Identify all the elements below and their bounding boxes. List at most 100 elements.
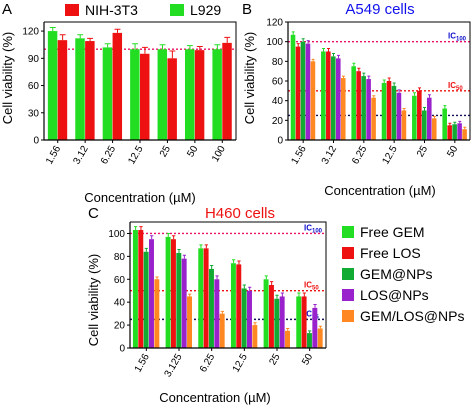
errorbar-0-0-1 bbox=[77, 34, 84, 39]
errorbar-2-3-2 bbox=[215, 275, 219, 280]
bar-2-1-5 bbox=[301, 296, 307, 348]
bar-2-2-0 bbox=[143, 251, 149, 348]
legend-swatch-nih3t3 bbox=[65, 4, 79, 16]
errorbar-2-3-3 bbox=[248, 286, 252, 291]
bar-2-4-2 bbox=[219, 313, 225, 348]
bar-2-2-5 bbox=[306, 333, 312, 348]
y-tick-label-2-0: 0 bbox=[119, 344, 125, 355]
bar-1-3-3 bbox=[396, 92, 402, 140]
bar-1-4-4 bbox=[431, 118, 437, 140]
bar-2-4-0 bbox=[154, 279, 160, 348]
errorbar-1-2-2 bbox=[362, 72, 366, 77]
legend-label-3: LOS@NPs bbox=[360, 287, 429, 303]
bar-2-1-0 bbox=[138, 230, 144, 348]
errorbar-2-2-5 bbox=[308, 330, 312, 334]
errorbar-1-2-3 bbox=[392, 82, 396, 86]
bar-1-3-1 bbox=[335, 58, 341, 141]
bar-2-0-0 bbox=[132, 230, 138, 348]
bar-1-2-3 bbox=[391, 85, 397, 140]
bar-1-0-3 bbox=[381, 82, 387, 140]
y-tick-label-1-1: 20 bbox=[272, 116, 284, 127]
bar-1-2-5 bbox=[452, 124, 457, 140]
panel-a: A Cell viability (%) Concentration (µM) … bbox=[0, 1, 237, 205]
y-tick-label-0-1: 30 bbox=[28, 108, 40, 119]
errorbar-2-1-2 bbox=[204, 244, 208, 249]
errorbar-2-2-2 bbox=[210, 265, 214, 269]
bar-2-3-1 bbox=[181, 258, 187, 348]
y-tick-label-0-3: 90 bbox=[28, 54, 40, 65]
errorbar-2-0-3 bbox=[232, 259, 236, 264]
errorbar-1-1-3 bbox=[387, 77, 391, 81]
bar-0-1-1 bbox=[85, 41, 95, 140]
errorbar-0-1-0 bbox=[59, 34, 66, 41]
legend-label-2: GEM@NPs bbox=[360, 266, 433, 282]
panel-c-title: H460 cells bbox=[205, 205, 275, 222]
x-tick-label-0-4: 25 bbox=[158, 144, 173, 160]
legend-label-1: Free LOS bbox=[360, 245, 421, 261]
errorbar-2-3-0 bbox=[150, 235, 154, 240]
x-tick-label-0-3: 12.5 bbox=[126, 144, 145, 167]
bar-2-2-3 bbox=[241, 288, 247, 348]
legend-label-l929: L929 bbox=[190, 2, 221, 18]
errorbar-0-0-3 bbox=[132, 43, 139, 50]
panel-c-letter: C bbox=[88, 205, 99, 222]
legend-swatch-3 bbox=[342, 289, 354, 301]
errorbar-2-4-4 bbox=[286, 328, 290, 331]
frame-0 bbox=[44, 21, 237, 140]
y-tick-label-2-2: 40 bbox=[114, 298, 126, 309]
bar-1-3-2 bbox=[366, 79, 371, 140]
x-tick-label-1-3: 12.5 bbox=[381, 144, 400, 167]
errorbar-0-0-2 bbox=[104, 43, 111, 48]
reference-label-1: IC50 bbox=[304, 281, 319, 292]
errorbar-2-3-1 bbox=[182, 254, 186, 259]
errorbar-2-0-2 bbox=[199, 244, 203, 249]
bar-2-4-4 bbox=[285, 330, 290, 348]
panel-c: C H460 cells Cell viability (%) Concentr… bbox=[86, 205, 464, 405]
bar-1-4-5 bbox=[462, 129, 467, 140]
bar-0-0-3 bbox=[130, 49, 140, 140]
errorbar-2-3-5 bbox=[313, 303, 317, 308]
errorbar-2-2-1 bbox=[177, 248, 181, 253]
errorbar-0-1-1 bbox=[87, 37, 94, 42]
bar-2-0-5 bbox=[296, 296, 302, 348]
bar-2-1-3 bbox=[236, 264, 242, 348]
y-tick-label-1-4: 80 bbox=[272, 57, 284, 68]
legend-swatch-l929 bbox=[170, 4, 184, 16]
panel-b-letter: B bbox=[242, 1, 252, 18]
errorbar-1-4-4 bbox=[432, 115, 436, 119]
errorbar-1-4-2 bbox=[372, 95, 376, 98]
reference-label-1: IC50 bbox=[448, 81, 463, 92]
bar-1-3-4 bbox=[426, 97, 432, 140]
bar-1-2-0 bbox=[300, 41, 306, 140]
y-tick-label-0-4: 120 bbox=[22, 27, 39, 38]
y-tick-label-1-5: 100 bbox=[266, 37, 283, 48]
errorbar-0-1-6 bbox=[224, 36, 231, 43]
bar-2-4-5 bbox=[317, 328, 323, 348]
errorbar-1-3-2 bbox=[367, 75, 371, 80]
bar-0-1-4 bbox=[167, 58, 177, 140]
bar-1-4-2 bbox=[371, 97, 376, 140]
errorbar-2-1-4 bbox=[270, 281, 274, 285]
legend-label-nih3t3: NIH-3T3 bbox=[85, 2, 138, 18]
errorbar-1-2-1 bbox=[332, 52, 335, 57]
bar-2-2-4 bbox=[274, 298, 280, 348]
errorbar-2-2-4 bbox=[275, 294, 279, 299]
panel-b-ylabel: Cell viability (%) bbox=[242, 32, 257, 124]
errorbar-1-3-0 bbox=[306, 40, 310, 44]
panel-c-plot: IC100IC50IC251.563.1256.2512.52550020406… bbox=[108, 221, 327, 379]
panel-b-plot: IC100 IC50 1.56 3.12 6.25 12.5 25 50 0 20 40 60 80 10… bbox=[266, 18, 471, 167]
errorbar-1-4-1 bbox=[341, 75, 345, 79]
errorbar-2-0-1 bbox=[166, 232, 170, 237]
y-tick-label-0-2: 60 bbox=[28, 81, 40, 92]
y-tick-label-1-0: 0 bbox=[277, 136, 283, 147]
bar-1-4-3 bbox=[401, 110, 407, 140]
errorbar-2-4-2 bbox=[220, 310, 224, 314]
bar-2-4-3 bbox=[252, 325, 258, 348]
bar-1-2-1 bbox=[331, 56, 336, 140]
errorbar-2-0-4 bbox=[264, 275, 268, 280]
legend-label-4: GEM/LOS@NPs bbox=[360, 308, 464, 324]
bar-0-0-1 bbox=[75, 38, 85, 140]
panel-a-letter: A bbox=[2, 1, 12, 18]
errorbar-1-2-0 bbox=[301, 38, 305, 42]
